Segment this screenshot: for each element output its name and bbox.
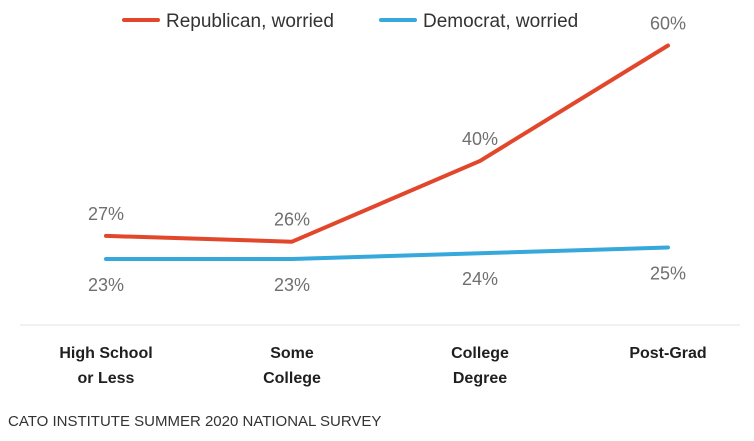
source-note: CATO INSTITUTE SUMMER 2020 NATIONAL SURV…	[8, 413, 381, 430]
x-tick-label-3: Post-Grad	[629, 345, 706, 362]
data-label-republican-worried-3: 60%	[650, 14, 686, 34]
series-line-republican-worried	[104, 43, 670, 244]
data-label-democrat-worried-1: 23%	[274, 275, 310, 295]
x-tick-label-2: College Degree	[451, 345, 509, 387]
data-label-democrat-worried-3: 25%	[650, 264, 686, 284]
data-label-republican-worried-2: 40%	[462, 129, 498, 149]
x-axis-tick-labels: High School or Less Some College College Degr…	[59, 345, 706, 387]
series-layer	[104, 43, 670, 261]
data-label-republican-worried-1: 26%	[274, 210, 310, 230]
data-label-republican-worried-0: 27%	[88, 204, 124, 224]
data-label-democrat-worried-0: 23%	[88, 275, 124, 295]
legend-label-democrat-worried: Democrat, worried	[423, 11, 578, 32]
series-line-democrat-worried	[104, 245, 670, 261]
legend: Republican, worried Democrat, worried	[122, 11, 578, 32]
legend-label-republican-worried: Republican, worried	[166, 11, 334, 32]
x-tick-label-1: Some College	[263, 345, 321, 387]
data-labels: 27% 26% 40% 60% 23% 23% 24% 25%	[88, 14, 686, 296]
data-label-democrat-worried-2: 24%	[462, 269, 498, 289]
x-tick-label-0: High School or Less	[59, 345, 152, 387]
